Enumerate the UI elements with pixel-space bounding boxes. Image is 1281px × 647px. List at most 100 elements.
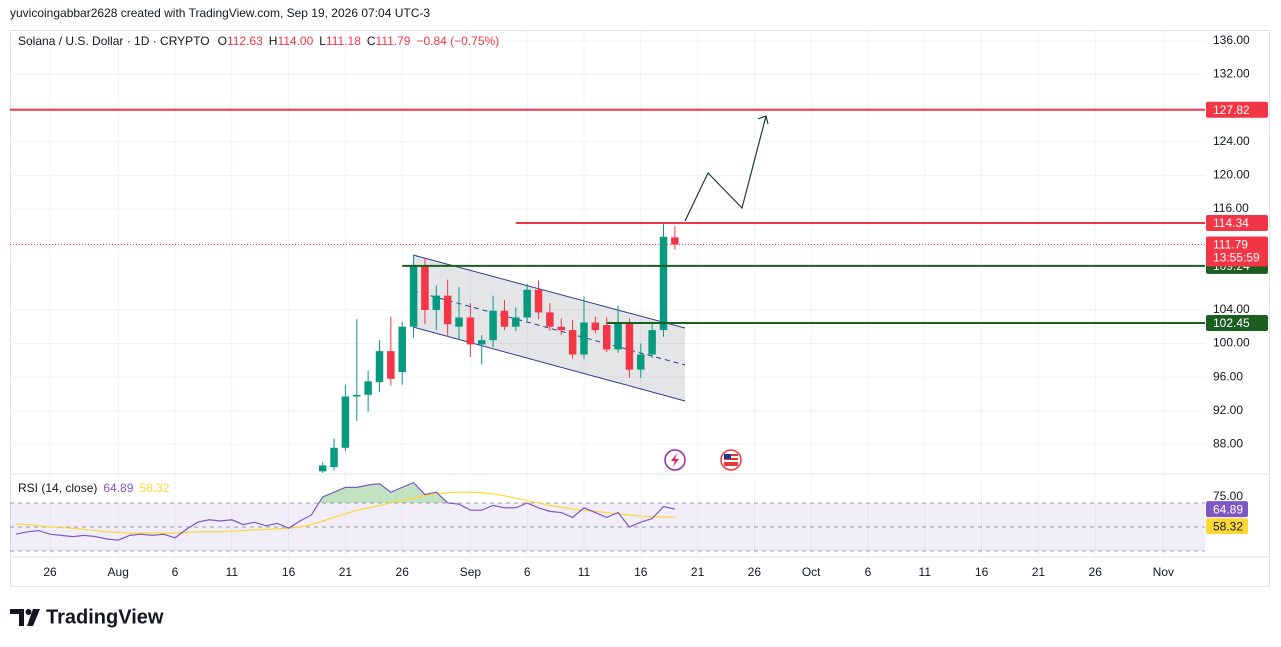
x-tick-label: 26 [748,565,762,579]
y-tick-label: 100.00 [1213,336,1250,350]
x-tick-label: 6 [524,565,531,579]
candle-body [330,447,338,468]
candle-body [568,330,577,355]
y-tick-label: 120.00 [1213,168,1250,182]
y-tick-label: 132.00 [1213,67,1250,81]
candle-body [432,295,441,310]
level-badge-label: 127.82 [1213,103,1250,117]
attribution: yuvicoingabbar2628 created with TradingV… [10,6,430,20]
channel-median [412,290,686,366]
legend-key: C [367,34,376,48]
candle-body [387,351,395,379]
candle-body [364,381,372,395]
candle-body [534,289,543,313]
logo-mark-t [10,609,24,626]
candle-body [591,322,600,331]
candle-body [625,323,634,370]
level-badge [1206,101,1268,118]
y-tick-label: 116.00 [1213,201,1249,215]
rsi-legend: RSI (14, close) 64.89 58.32 [18,481,170,495]
x-tick-label: 16 [634,565,648,579]
candle-body [341,396,350,448]
rsi-badge-label: 58.32 [1213,519,1243,533]
x-tick-label: 21 [691,565,705,579]
logo-mark-v [27,609,40,626]
countdown-label: 13:55:59 [1213,251,1260,265]
grid [10,31,1205,556]
x-tick-label: 26 [1089,565,1103,579]
candle-body [375,351,384,383]
chart-frame [10,30,1270,587]
legend-value: 111.79 [376,34,411,48]
rsi-line [15,481,675,541]
rsi-line [15,491,675,534]
level-badge [1206,215,1268,232]
candle-body [523,289,531,318]
x-tick-label: 26 [43,565,57,579]
legend-change: −0.84 (−0.75%) [416,34,499,48]
y-tick-label: 88.00 [1213,437,1243,451]
candle-body [500,310,509,327]
candle-body [318,465,327,472]
flag-stripe [724,460,738,462]
x-tick-label: 16 [282,565,296,579]
channel-upper [412,254,686,329]
event-icon-bolt [671,453,679,467]
x-tick-label: 11 [226,565,239,579]
candle-body [602,325,611,350]
x-tick-label: 16 [975,565,989,579]
level-badge-label: 102.45 [1213,316,1250,330]
x-tick-label: Aug [108,565,129,579]
legend-value: 111.18 [326,34,361,48]
legend-key: L [319,34,326,48]
x-tick-label: 21 [1032,565,1046,579]
x-tick-label: Sep [460,565,482,579]
logo-mark-dot [25,609,32,615]
projection-arrow [684,115,767,222]
event-icon[interactable] [664,449,686,471]
symbol-title: Solana / U.S. Dollar · 1D · CRYPTO [18,34,210,48]
rsi-tick-label: 75.00 [1213,489,1243,503]
candle-body [580,322,588,355]
candle-body [671,237,679,245]
flag-canton [724,454,731,459]
candle-body [443,295,452,325]
symbol-legend: Solana / U.S. Dollar · 1D · CRYPTO O112.6… [18,34,499,48]
candle-body [648,330,656,355]
y-tick-label: 92.00 [1213,403,1243,417]
candle-body [353,394,361,397]
legend-key: H [269,34,278,48]
legend-value: 112.63 [227,34,263,48]
channel-fill [413,255,685,401]
x-tick-label: 11 [578,565,591,579]
rsi-legend-value: 58.32 [139,481,169,495]
x-tick-label: 26 [396,565,410,579]
candle-body [466,317,475,345]
last-price-label: 111.79 [1213,238,1248,252]
x-tick-label: Nov [1153,565,1174,579]
rsi-badge [1206,501,1248,518]
candle-body [546,312,554,327]
candle-body [421,265,429,310]
candle-body [455,317,463,327]
level-badge [1206,314,1268,331]
x-tick-label: 6 [865,565,872,579]
candle-body [398,326,406,373]
rsi-pane [10,481,1205,552]
y-tick-label: 104.00 [1213,302,1250,316]
candle-body [557,326,566,331]
x-tick-label: 11 [919,565,932,579]
economic-event-icon[interactable] [720,449,742,471]
last-price-badge [1206,236,1268,267]
x-tick-label: 6 [172,565,179,579]
candle-body [637,354,645,370]
y-tick-label: 96.00 [1213,369,1243,383]
logo[interactable]: TradingView [10,606,164,628]
x-tick-label: Oct [802,565,821,579]
candle-body [512,317,520,327]
overlay: 127.82114.34109.24102.45111.7913:55:59So… [18,34,1268,535]
rsi-legend-value: 64.89 [103,481,133,495]
overbought-fill [15,482,675,503]
candle-body [489,310,497,341]
